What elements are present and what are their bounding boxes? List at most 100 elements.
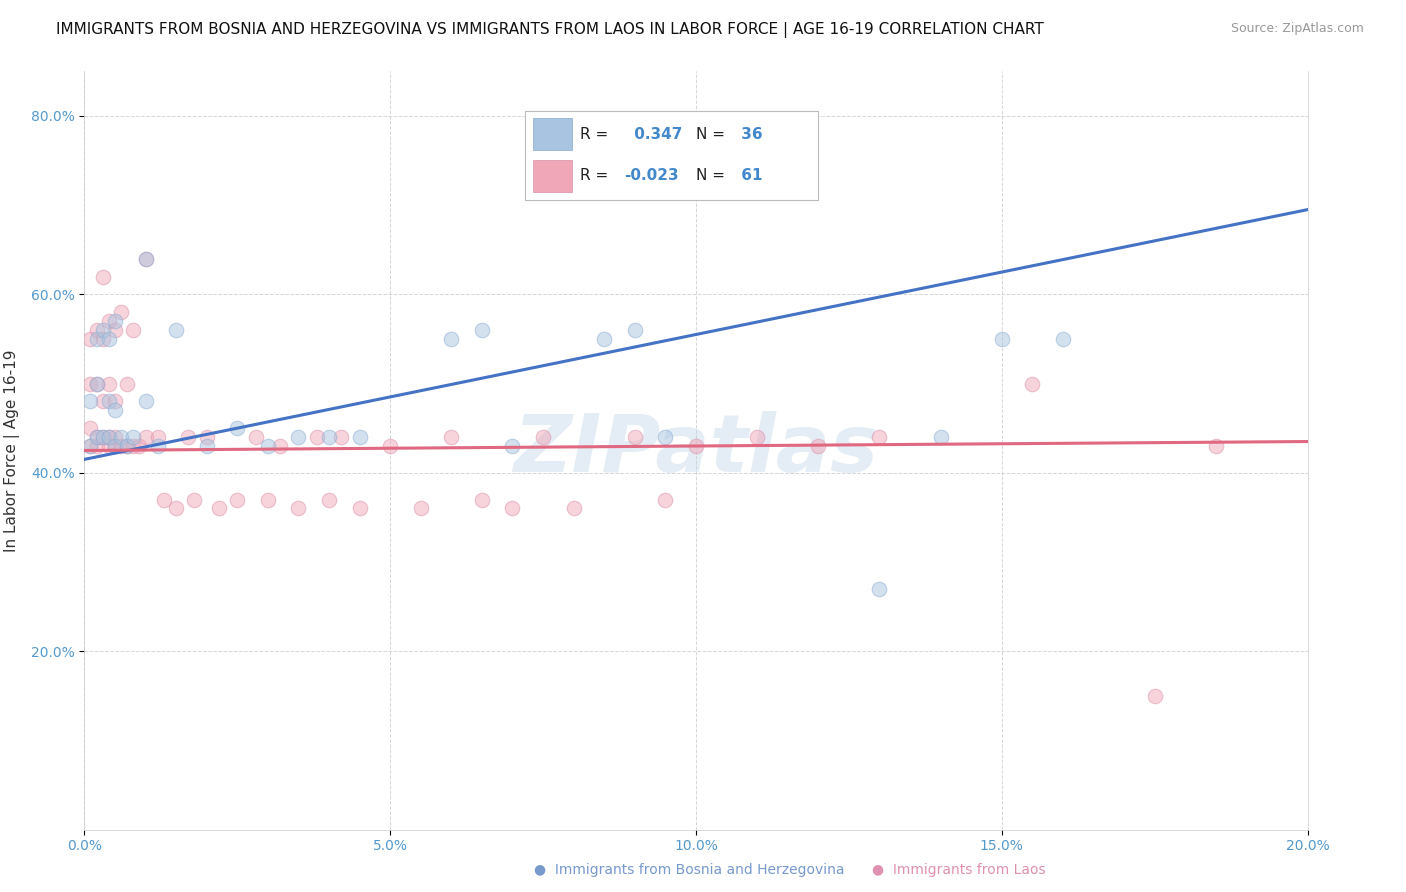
Point [869, 430, 891, 444]
Point [97, 394, 120, 409]
Y-axis label: In Labor Force | Age 16-19: In Labor Force | Age 16-19 [4, 349, 20, 552]
Point [624, 323, 647, 337]
Point [91, 394, 114, 409]
Point [128, 439, 150, 453]
Point [440, 430, 463, 444]
Point [135, 394, 157, 409]
Point [97, 439, 120, 453]
Point [502, 439, 524, 453]
Point [97, 430, 120, 444]
Point [195, 439, 218, 453]
Point [97, 376, 120, 391]
Point [562, 501, 585, 516]
Point [91, 332, 114, 346]
Point [97, 332, 120, 346]
Point [104, 323, 127, 337]
Point [747, 430, 769, 444]
Point [91, 430, 114, 444]
Point [104, 430, 127, 444]
Point [380, 439, 402, 453]
Point [195, 430, 218, 444]
Text: ●  Immigrants from Laos: ● Immigrants from Laos [872, 863, 1045, 877]
Point [135, 252, 157, 266]
Point [807, 439, 830, 453]
Point [991, 332, 1014, 346]
Point [654, 492, 676, 507]
Point [122, 430, 145, 444]
Point [1021, 376, 1043, 391]
Point [471, 492, 494, 507]
Text: R =: R = [579, 127, 613, 142]
Point [79, 421, 101, 435]
Point [183, 492, 205, 507]
Point [257, 439, 280, 453]
Text: R =: R = [579, 169, 613, 184]
FancyBboxPatch shape [524, 111, 818, 201]
Point [86, 430, 108, 444]
Text: IMMIGRANTS FROM BOSNIA AND HERZEGOVINA VS IMMIGRANTS FROM LAOS IN LABOR FORCE | : IMMIGRANTS FROM BOSNIA AND HERZEGOVINA V… [56, 22, 1045, 38]
Point [115, 376, 138, 391]
Point [115, 439, 138, 453]
FancyBboxPatch shape [533, 119, 572, 150]
Point [104, 439, 127, 453]
Point [929, 430, 952, 444]
Point [135, 252, 157, 266]
Point [1052, 332, 1074, 346]
Point [86, 439, 108, 453]
Point [177, 430, 200, 444]
Point [531, 430, 554, 444]
Text: 36: 36 [737, 127, 763, 142]
Point [409, 501, 432, 516]
Point [287, 430, 309, 444]
Point [91, 323, 114, 337]
Text: N =: N = [696, 127, 730, 142]
Point [502, 501, 524, 516]
Point [97, 430, 120, 444]
Point [86, 376, 108, 391]
Point [135, 430, 157, 444]
Point [86, 323, 108, 337]
Point [104, 314, 127, 328]
Point [110, 430, 132, 444]
Point [208, 501, 231, 516]
Point [153, 492, 176, 507]
Text: ●  Immigrants from Bosnia and Herzegovina: ● Immigrants from Bosnia and Herzegovina [534, 863, 845, 877]
Point [226, 421, 249, 435]
Point [165, 323, 187, 337]
Point [79, 394, 101, 409]
Point [146, 439, 169, 453]
Point [104, 403, 127, 417]
Point [685, 439, 707, 453]
Point [349, 430, 371, 444]
Point [349, 501, 371, 516]
Point [257, 492, 280, 507]
Point [869, 582, 891, 596]
Point [318, 492, 340, 507]
Point [226, 492, 249, 507]
Point [79, 332, 101, 346]
Point [122, 439, 145, 453]
Point [79, 376, 101, 391]
Point [110, 305, 132, 319]
Point [269, 439, 291, 453]
Text: -0.023: -0.023 [624, 169, 679, 184]
Point [79, 439, 101, 453]
Point [1205, 439, 1227, 453]
Point [318, 430, 340, 444]
Point [165, 501, 187, 516]
Point [86, 376, 108, 391]
Point [97, 314, 120, 328]
Text: 0.347: 0.347 [628, 127, 682, 142]
Text: ZIPatlas: ZIPatlas [513, 411, 879, 490]
Text: 61: 61 [737, 169, 763, 184]
Point [471, 323, 494, 337]
Point [104, 394, 127, 409]
Point [1143, 689, 1166, 703]
Point [86, 332, 108, 346]
Point [91, 269, 114, 284]
Point [110, 439, 132, 453]
Point [287, 501, 309, 516]
Text: N =: N = [696, 169, 730, 184]
Point [624, 430, 647, 444]
Point [86, 430, 108, 444]
